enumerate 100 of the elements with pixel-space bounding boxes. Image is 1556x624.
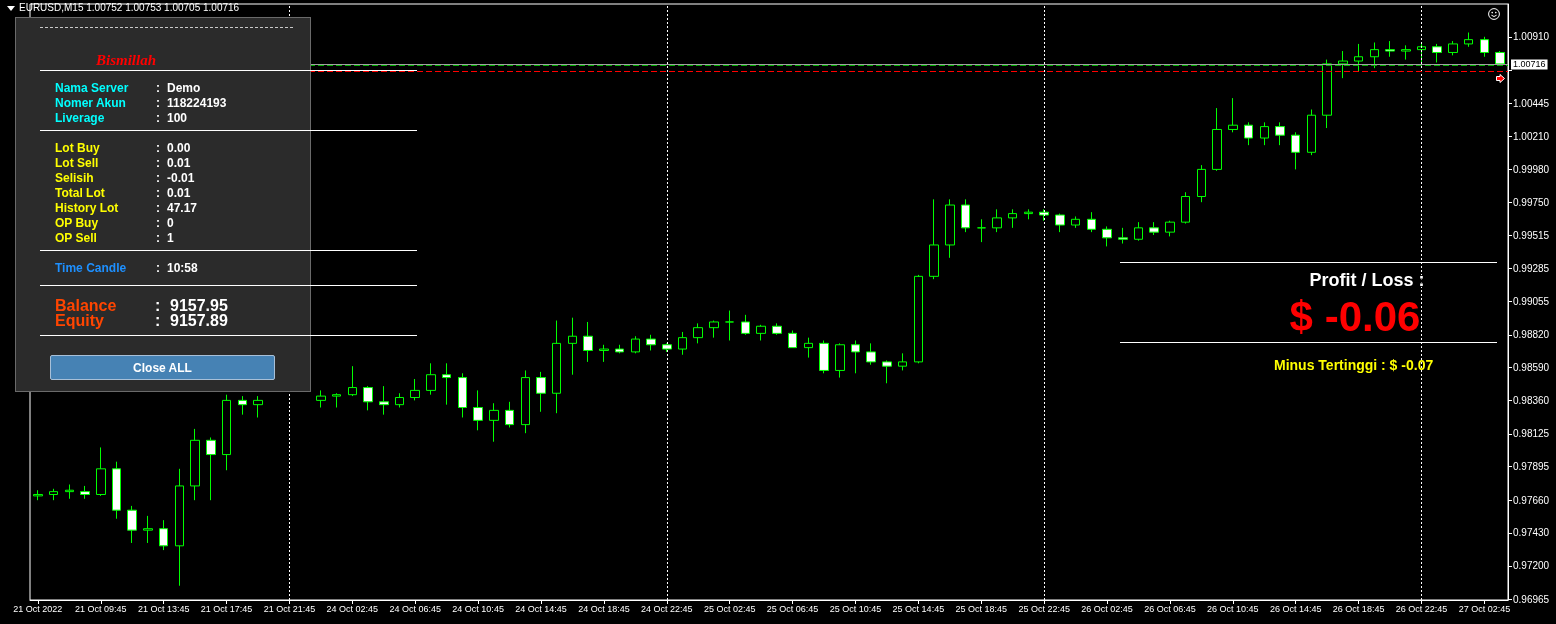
annotation: Bismillah xyxy=(96,52,157,68)
y-tick-label: 0.97200 xyxy=(1513,560,1550,572)
candlestick xyxy=(1149,221,1159,236)
candlestick xyxy=(96,446,106,497)
candlestick xyxy=(222,394,231,471)
candlestick xyxy=(253,395,263,418)
candlestick xyxy=(1165,220,1175,237)
candlestick xyxy=(379,385,389,416)
annotation: Close ALL xyxy=(133,360,192,375)
candlestick xyxy=(693,322,703,344)
candlestick xyxy=(599,344,609,363)
x-tick-label: 24 Oct 10:45 xyxy=(452,603,504,614)
candlestick xyxy=(65,484,74,500)
x-tick-label: 21 Oct 09:45 xyxy=(74,603,127,614)
text: OP Sell : 1 xyxy=(55,231,174,246)
x-tick-label: 24 Oct 02:45 xyxy=(326,603,379,614)
candlestick xyxy=(552,320,561,414)
candlestick xyxy=(332,392,341,409)
x-tick-label: 26 Oct 06:45 xyxy=(1144,603,1196,614)
candlestick xyxy=(1181,191,1190,225)
x-tick-label: 26 Oct 02:45 xyxy=(1081,603,1133,614)
x-tick-label: 24 Oct 18:45 xyxy=(578,603,630,614)
candlestick xyxy=(1307,109,1316,156)
x-tick-label: 26 Oct 10:45 xyxy=(1207,603,1259,614)
candlestick xyxy=(1024,208,1033,220)
candlestick xyxy=(1354,43,1363,72)
x-tick-label: 25 Oct 02:45 xyxy=(703,603,756,614)
y-tick-label: 0.97895 xyxy=(1513,461,1550,473)
x-tick-label: 26 Oct 18:45 xyxy=(1332,603,1385,614)
chart-title: EURUSD,M15 1.00752 1.00753 1.00705 1.00716 xyxy=(19,1,240,13)
candlestick xyxy=(851,340,860,374)
x-tick-label: 26 Oct 22:45 xyxy=(1395,603,1448,614)
candlestick xyxy=(1480,36,1489,58)
candlestick xyxy=(395,392,404,409)
candlestick xyxy=(1134,221,1143,242)
candlestick xyxy=(190,428,200,501)
text: Liverage : 100 xyxy=(55,111,188,126)
candlestick xyxy=(489,402,499,443)
candlestick xyxy=(206,436,216,501)
candlestick xyxy=(1008,208,1017,229)
candlestick xyxy=(725,310,734,341)
y-tick-label: 0.98360 xyxy=(1513,394,1550,406)
annotation: Minus Tertinggi : $ -0.07 xyxy=(1274,357,1434,373)
candlestick xyxy=(1495,50,1505,66)
candlestick xyxy=(33,489,43,501)
candlestick xyxy=(804,337,813,359)
candlestick xyxy=(1260,121,1269,146)
candlestick xyxy=(568,317,577,376)
candlestick xyxy=(159,519,168,551)
candlestick xyxy=(1338,50,1348,79)
annotation: $ -0.06 xyxy=(1289,293,1421,340)
candlestick xyxy=(1275,121,1285,146)
candlestick xyxy=(977,218,986,243)
candlestick xyxy=(426,362,436,396)
candlestick xyxy=(741,314,750,336)
candlestick xyxy=(1448,40,1458,56)
x-tick-label: 21 Oct 21:45 xyxy=(263,603,316,614)
ref-line-label: 1.00716 xyxy=(1513,59,1546,70)
y-tick-label: 0.96965 xyxy=(1513,593,1550,605)
candlestick xyxy=(1197,164,1206,203)
y-tick-label: 0.99750 xyxy=(1513,196,1550,208)
y-tick-label: 0.98125 xyxy=(1513,428,1550,440)
candlestick xyxy=(80,485,90,500)
candlestick xyxy=(756,324,766,341)
text: Nama Server : Demo xyxy=(55,81,201,96)
text: Balance : 9157.95 xyxy=(55,297,228,315)
y-tick-label: 0.99285 xyxy=(1513,262,1550,274)
candlestick xyxy=(1244,121,1253,146)
candlestick xyxy=(615,344,624,354)
annotation: Profit / Loss : xyxy=(1309,270,1425,290)
candlestick xyxy=(945,198,955,259)
candlestick xyxy=(882,359,892,384)
candlestick xyxy=(175,468,184,587)
candlestick xyxy=(1071,215,1080,229)
x-tick-label: 26 Oct 14:45 xyxy=(1269,603,1322,614)
candlestick xyxy=(929,198,939,280)
candlestick xyxy=(772,322,782,336)
candlestick xyxy=(898,352,907,371)
x-tick-label: 25 Oct 10:45 xyxy=(829,603,882,614)
candlestick xyxy=(1291,131,1300,170)
candlestick xyxy=(536,371,546,413)
y-tick-label: 0.99980 xyxy=(1513,163,1550,175)
candlestick xyxy=(1102,225,1112,247)
x-tick-label: 21 Oct 17:45 xyxy=(200,603,253,614)
y-tick-label: 0.98590 xyxy=(1513,362,1550,374)
y-tick-label: 0.99515 xyxy=(1513,230,1550,242)
x-tick-label: 24 Oct 06:45 xyxy=(389,603,441,614)
candlestick xyxy=(583,321,593,363)
candlestick xyxy=(1432,43,1442,63)
candlestick xyxy=(521,369,530,434)
x-tick-label: 24 Oct 22:45 xyxy=(641,603,693,614)
candlestick xyxy=(458,372,467,418)
candlestick xyxy=(1212,107,1222,172)
x-tick-label: 25 Oct 14:45 xyxy=(892,603,945,614)
candlestick xyxy=(505,401,514,428)
candlestick xyxy=(442,362,451,406)
y-tick-label: 0.97430 xyxy=(1513,527,1550,539)
candlestick xyxy=(143,515,153,544)
candlestick xyxy=(1401,44,1411,61)
x-tick-label: 21 Oct 13:45 xyxy=(137,603,190,614)
